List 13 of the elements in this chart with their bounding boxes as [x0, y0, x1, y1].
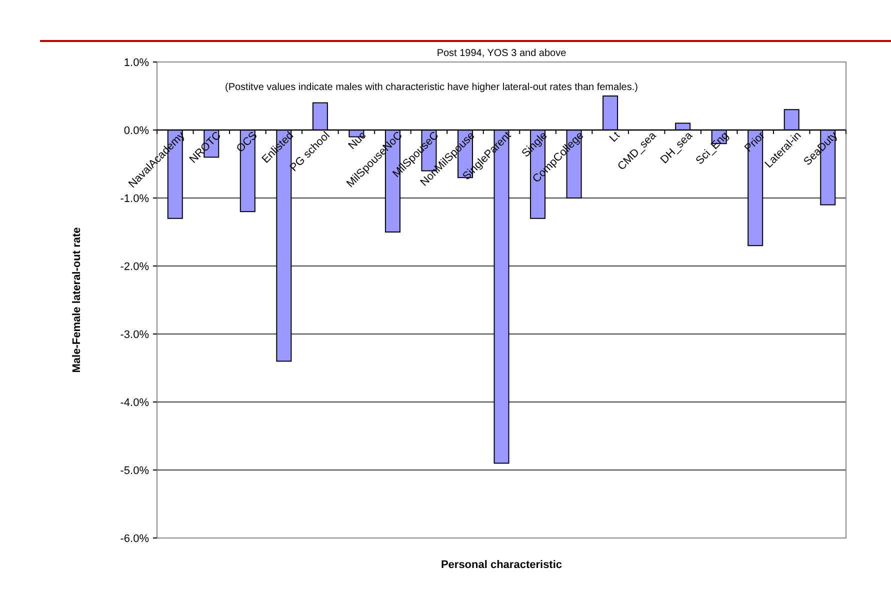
x-tick-label: Lt	[607, 130, 622, 145]
y-tick-label: 1.0%	[124, 57, 150, 69]
y-tick-label: -6.0%	[120, 533, 150, 545]
x-axis-title: Personal characteristic	[440, 559, 562, 571]
y-tick-label: 0.0%	[124, 125, 150, 137]
y-tick-label: -3.0%	[120, 329, 150, 341]
chart-title: Post 1994, YOS 3 and above	[436, 48, 567, 59]
y-tick-label: -1.0%	[120, 193, 150, 205]
y-tick-label: -5.0%	[120, 465, 150, 477]
y-tick-label: -4.0%	[120, 397, 150, 409]
annotation: (Postitve values indicate males with characteristic have higher lateral-out rates than females.)	[225, 82, 638, 93]
y-tick-label: -2.0%	[120, 261, 150, 273]
y-axis-title: Male-Female lateral-out rate	[71, 227, 83, 373]
